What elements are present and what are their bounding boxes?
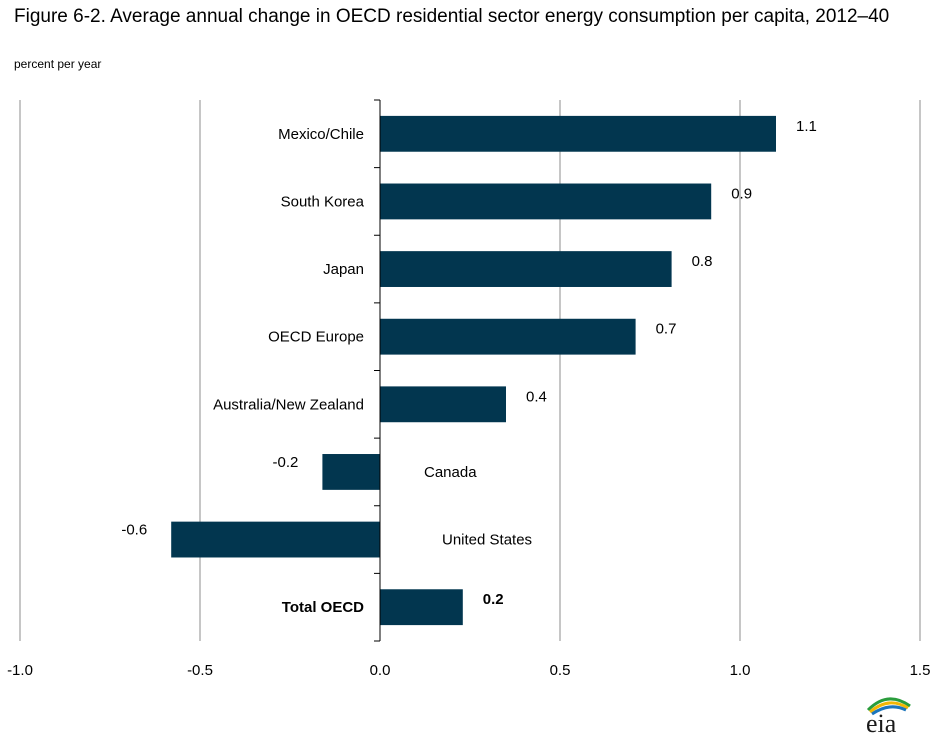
bar [380,589,463,626]
x-tick-label: -0.5 [187,662,213,679]
category-label: OECD Europe [268,329,364,346]
chart-subtitle: percent per year [14,57,102,71]
data-label: 0.7 [656,321,677,338]
data-label: 0.4 [526,388,547,405]
data-labels: 1.1 0.9 0.8 0.7 0.4 -0.2 -0.6 0.2 [121,118,817,608]
bar [322,454,380,490]
logo-text: eia [866,709,897,736]
category-axis [374,99,381,642]
x-tick-label: -1.0 [7,662,33,679]
gridlines [19,100,921,641]
category-label: Australia/New Zealand [213,396,364,413]
data-label: -0.2 [273,454,299,471]
data-label: 0.8 [692,253,713,270]
bars [171,115,776,626]
bar [380,318,636,355]
category-label: Total OECD [282,599,364,616]
x-tick-label: 1.5 [910,662,931,679]
category-label: Japan [323,261,364,278]
data-label: 0.9 [731,185,752,202]
x-tick-label: 1.0 [730,662,751,679]
category-label: United States [442,532,532,549]
x-tick-label: 0.5 [550,662,571,679]
category-label: Canada [424,464,477,481]
chart-title: Figure 6-2. Average annual change in OEC… [14,6,890,27]
bar [380,251,672,287]
data-label: 0.2 [483,591,504,608]
bar [380,115,776,152]
category-labels: Mexico/Chile South Korea Japan OECD Europe A… [213,126,532,616]
bar [380,183,712,220]
eia-logo: eia [866,697,911,736]
bar [380,386,506,423]
bar [171,521,380,558]
data-label: -0.6 [121,522,147,539]
category-label: Mexico/Chile [278,126,364,143]
data-label: 1.1 [796,118,817,135]
category-label: South Korea [281,193,365,210]
x-tick-labels: -1.0 -0.5 0.0 0.5 1.0 1.5 [7,662,930,679]
x-tick-label: 0.0 [370,662,391,679]
